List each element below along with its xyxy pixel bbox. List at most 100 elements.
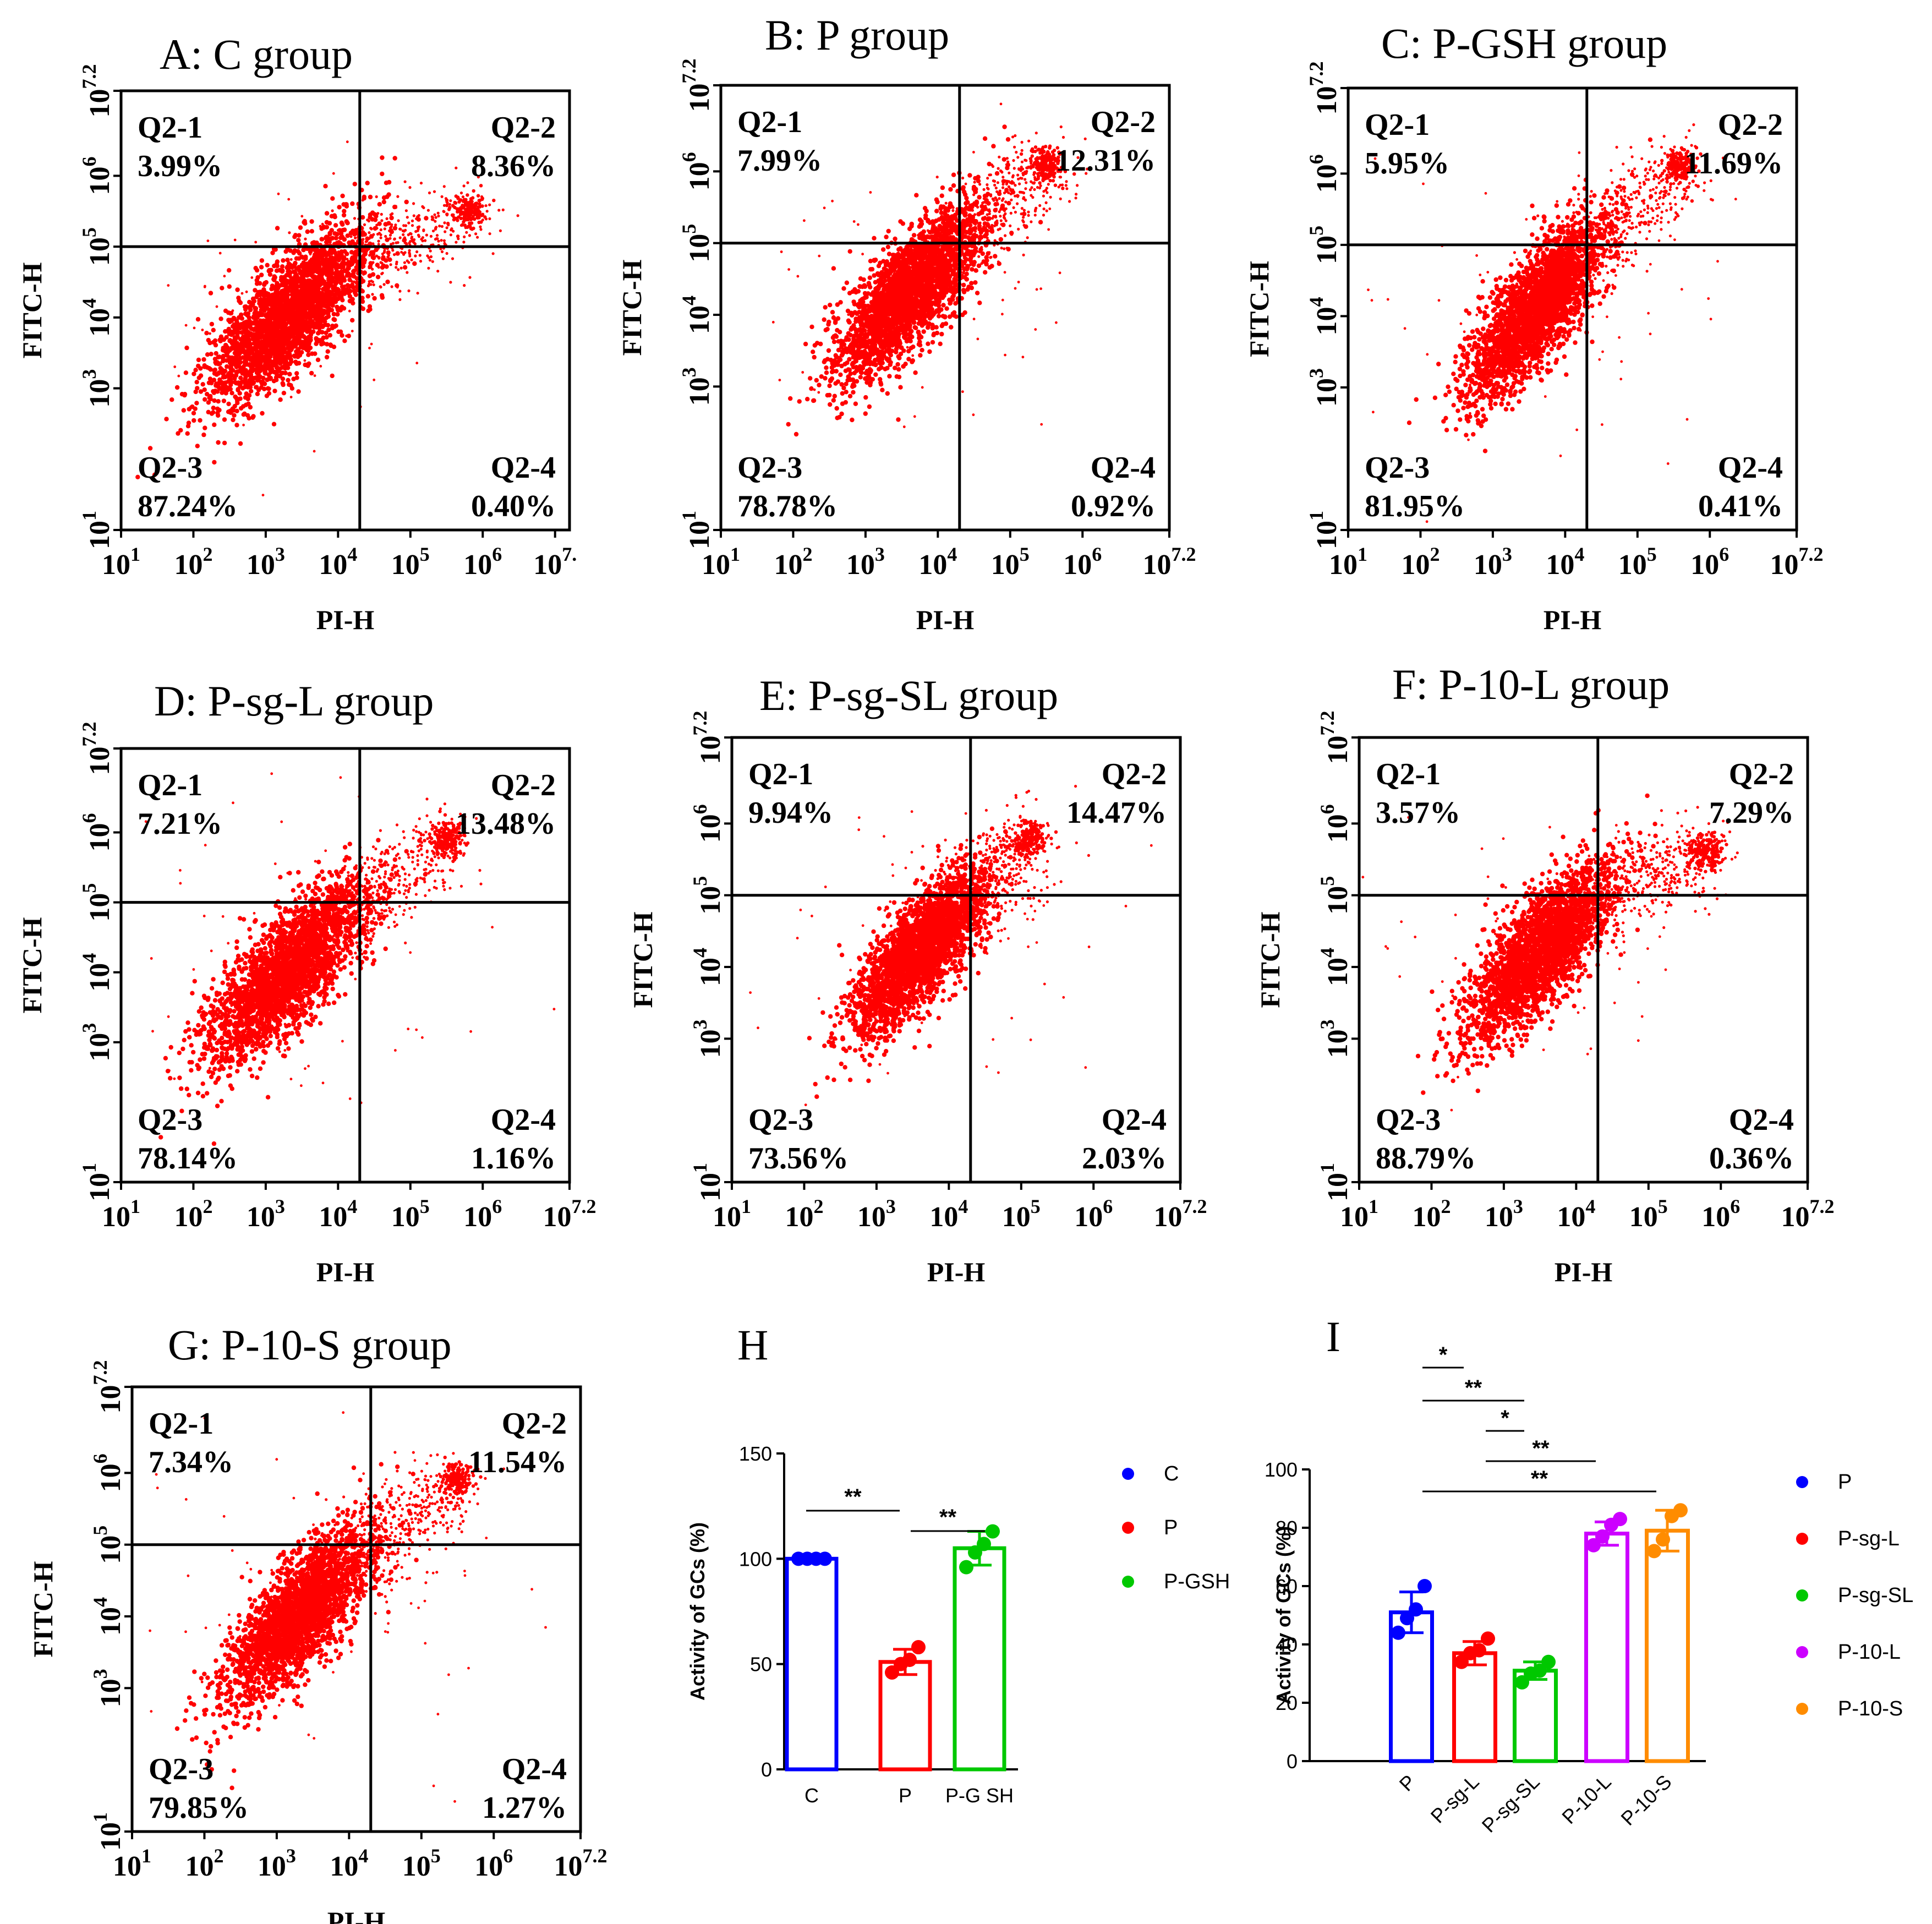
event-dot (195, 444, 200, 449)
event-dot (206, 409, 211, 414)
event-dot (287, 371, 292, 377)
event-dot (250, 359, 256, 365)
event-dot (313, 351, 318, 356)
y-tick-label: 107.2 (78, 64, 116, 118)
event-dot (434, 216, 437, 219)
event-dot (283, 283, 288, 288)
event-dot (221, 346, 226, 351)
event-dot (341, 270, 343, 273)
event-dot (275, 226, 280, 231)
event-dot (445, 198, 449, 202)
event-dot (896, 374, 902, 380)
event-dot (499, 229, 502, 232)
event-dot (212, 357, 218, 362)
event-dot (866, 281, 872, 286)
event-dot (930, 340, 935, 345)
event-dot (859, 370, 864, 375)
event-dot (336, 329, 341, 334)
event-dot (245, 311, 251, 316)
event-dot (353, 280, 356, 283)
event-dot (292, 262, 297, 267)
event-dot (944, 306, 949, 311)
event-dot (808, 376, 813, 381)
event-dot (828, 402, 833, 407)
event-dot (218, 316, 223, 321)
event-dot (370, 272, 376, 277)
event-dot (319, 279, 322, 283)
event-dot (306, 352, 311, 357)
event-dot (453, 200, 457, 205)
event-dot (184, 324, 188, 327)
event-dot (480, 212, 485, 216)
event-dot (296, 238, 301, 243)
event-dot (214, 372, 219, 377)
event-dot (788, 396, 793, 401)
event-dot (949, 325, 954, 330)
event-dot (361, 266, 364, 270)
event-dot (241, 412, 246, 417)
event-dot (370, 342, 373, 346)
event-dot (442, 210, 445, 213)
event-dot (302, 275, 305, 278)
event-dot (452, 218, 456, 222)
event-dot (262, 282, 267, 287)
event-dot (327, 221, 332, 226)
event-dot (1006, 201, 1011, 206)
event-dot (223, 391, 228, 396)
event-dot (363, 248, 366, 251)
event-dot (291, 269, 296, 274)
event-dot (415, 362, 419, 365)
event-dot (261, 348, 266, 353)
event-dot (313, 374, 316, 377)
event-dot (245, 385, 250, 390)
event-dot (262, 334, 267, 338)
event-dot (970, 267, 975, 272)
event-dot (398, 298, 402, 302)
event-dot (832, 393, 838, 398)
event-dot (227, 360, 233, 365)
event-dot (298, 345, 303, 350)
event-dot (867, 275, 873, 280)
event-dot (436, 270, 440, 273)
event-dot (383, 227, 386, 231)
event-dot (465, 231, 468, 234)
event-dot (303, 346, 309, 351)
event-dot (204, 331, 209, 336)
event-dot (460, 223, 464, 227)
event-dot (381, 199, 386, 205)
event-dot (269, 341, 274, 346)
event-dot (305, 229, 310, 234)
event-dot (350, 240, 353, 243)
event-dot (362, 254, 365, 257)
event-dot (258, 298, 262, 303)
event-dot (847, 249, 852, 254)
event-dot (194, 380, 199, 385)
event-dot (408, 253, 412, 256)
event-dot (228, 313, 232, 316)
event-dot (305, 263, 310, 268)
event-dot (873, 372, 878, 377)
event-dot (431, 260, 434, 263)
event-dot (372, 283, 375, 287)
event-dot (313, 240, 316, 243)
event-dot (240, 355, 245, 360)
event-dot (951, 183, 956, 188)
event-dot (267, 267, 272, 273)
event-dot (246, 340, 251, 345)
event-dot (322, 322, 328, 327)
event-dot (406, 216, 409, 219)
event-dot (309, 264, 313, 267)
event-dot (936, 314, 942, 319)
event-dot (248, 405, 253, 410)
event-dot (374, 227, 377, 231)
event-dot (237, 358, 242, 363)
event-dot (337, 293, 342, 298)
event-dot (275, 259, 280, 264)
event-dot (297, 334, 300, 337)
event-dot (259, 258, 265, 263)
event-dot (336, 307, 339, 310)
event-dot (365, 239, 369, 243)
event-dot (248, 305, 253, 310)
event-dot (327, 333, 332, 338)
event-dot (835, 416, 840, 420)
